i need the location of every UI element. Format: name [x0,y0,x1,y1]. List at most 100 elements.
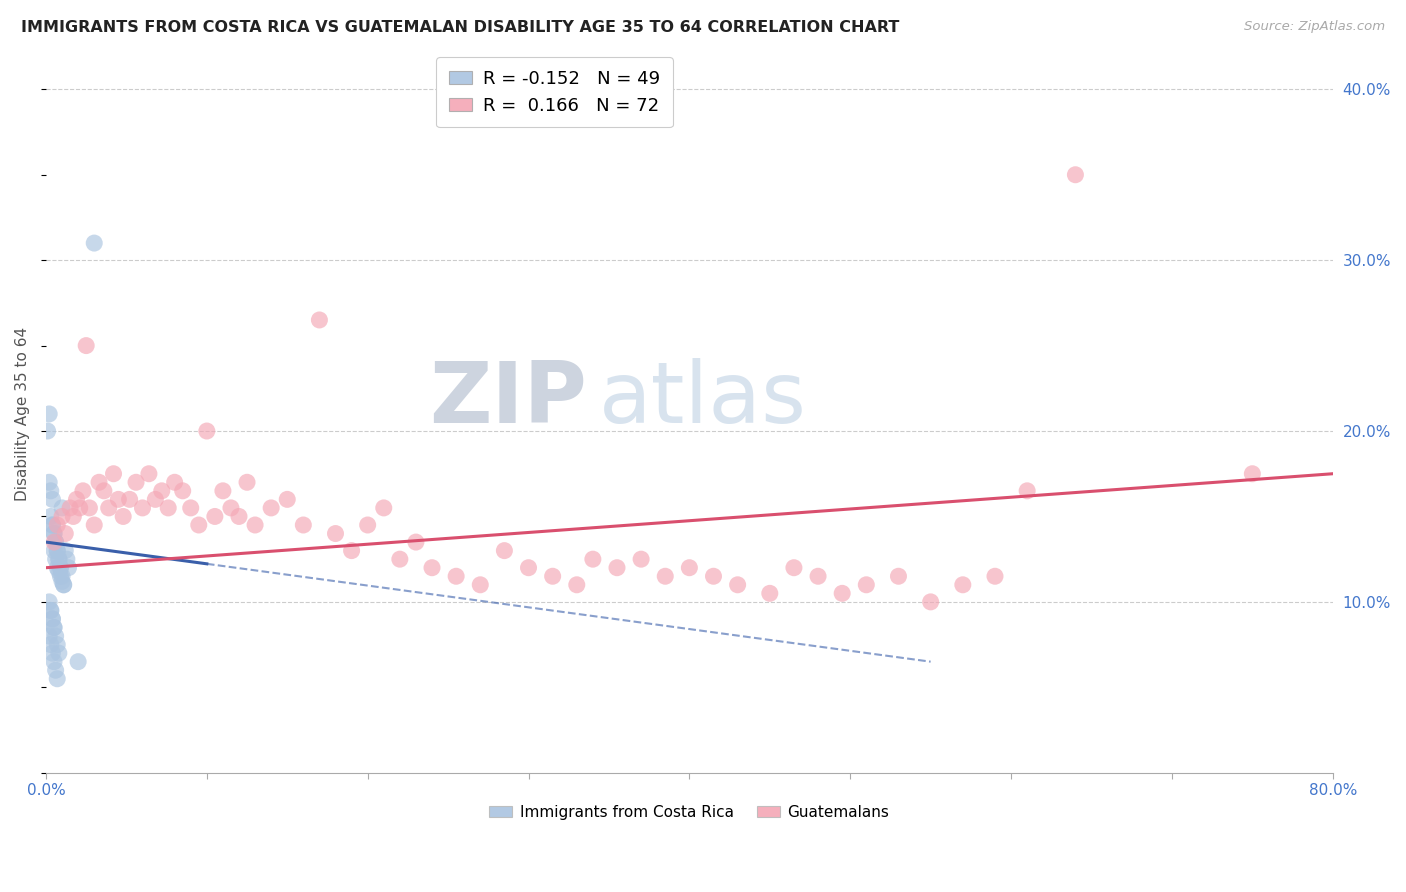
Point [984,569,1007,583]
Point [45,535,67,549]
Point [41,612,63,626]
Text: ZIP: ZIP [429,358,586,441]
Point [204,509,226,524]
Point [163,475,186,490]
Point [46,543,69,558]
Point [702,569,724,583]
Point [143,492,166,507]
Point [67,655,90,669]
Point [75,338,97,352]
Point [150,483,173,498]
Point [45,552,67,566]
Point [276,492,298,507]
Point [187,518,209,533]
Point [41,612,63,626]
Point [42,526,65,541]
Point [1064,168,1087,182]
Point [630,552,652,566]
Point [48,552,70,566]
Point [292,518,315,533]
Point [49,569,72,583]
Point [93,483,115,498]
Point [654,569,676,583]
Legend: Immigrants from Costa Rica, Guatemalans: Immigrants from Costa Rica, Guatemalans [484,799,896,826]
Point [42,526,65,541]
Point [87,475,110,490]
Point [41,518,63,533]
Point [56,552,79,566]
Point [1017,483,1039,498]
Point [357,518,380,533]
Point [51,500,73,515]
Point [58,560,80,574]
Point [45,663,67,677]
Point [39,603,62,617]
Point [39,509,62,524]
Point [97,500,120,515]
Point [118,492,141,507]
Point [172,483,194,498]
Point [69,500,91,515]
Point [38,629,60,643]
Point [107,492,129,507]
Text: IMMIGRANTS FROM COSTA RICA VS GUATEMALAN DISABILITY AGE 35 TO 64 CORRELATION CHA: IMMIGRANTS FROM COSTA RICA VS GUATEMALAN… [21,20,900,35]
Point [37,424,59,438]
Point [112,509,135,524]
Point [46,543,69,558]
Point [212,483,235,498]
Point [373,500,395,515]
Point [420,560,443,574]
Point [952,578,974,592]
Point [83,236,105,251]
Point [49,560,72,574]
Point [42,655,65,669]
Point [51,569,73,583]
Point [180,500,202,515]
Point [48,552,70,566]
Point [920,595,942,609]
Point [48,646,70,660]
Point [46,560,69,574]
Point [783,560,806,574]
Point [46,518,69,533]
Point [565,578,588,592]
Point [79,500,101,515]
Y-axis label: Disability Age 35 to 64: Disability Age 35 to 64 [15,326,30,501]
Point [125,475,148,490]
Point [48,564,70,578]
Point [39,603,62,617]
Point [855,578,877,592]
Point [340,543,363,558]
Point [38,475,60,490]
Point [42,543,65,558]
Point [42,620,65,634]
Point [49,560,72,574]
Point [42,620,65,634]
Point [541,569,564,583]
Point [41,646,63,660]
Point [517,560,540,574]
Point [444,569,467,583]
Point [678,560,700,574]
Point [325,526,347,541]
Point [759,586,782,600]
Point [807,569,830,583]
Point [131,500,153,515]
Point [582,552,605,566]
Point [494,543,516,558]
Point [260,500,283,515]
Point [887,569,910,583]
Point [45,535,67,549]
Point [236,475,259,490]
Point [46,672,69,686]
Point [219,500,242,515]
Text: atlas: atlas [599,358,807,441]
Point [41,492,63,507]
Point [52,578,75,592]
Point [39,483,62,498]
Point [103,467,125,481]
Point [62,509,84,524]
Point [606,560,628,574]
Point [157,500,180,515]
Point [470,578,492,592]
